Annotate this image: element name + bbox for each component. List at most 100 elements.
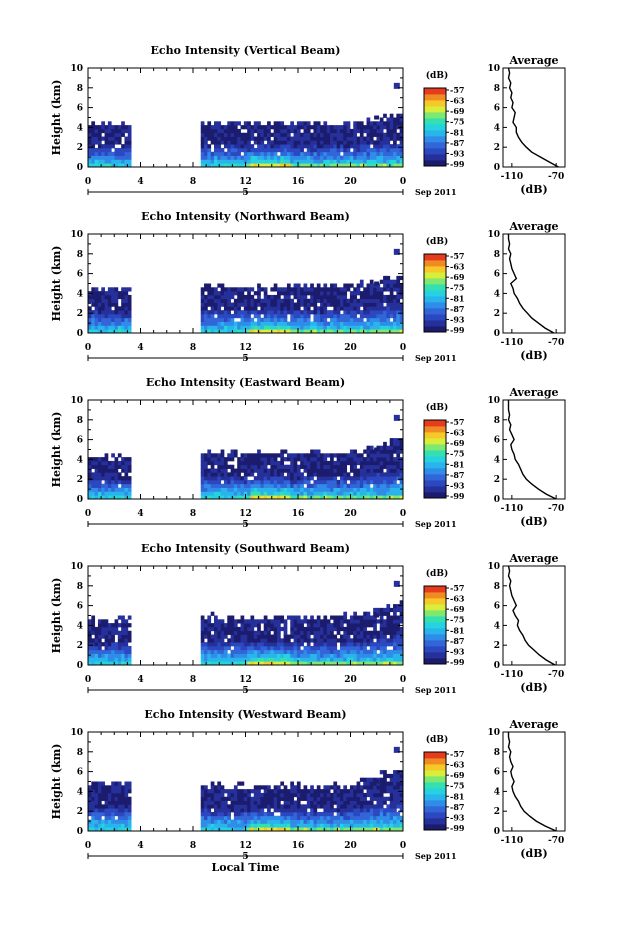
echo-cell [396, 159, 401, 164]
echo-cell [399, 468, 404, 473]
echo-cell [293, 283, 298, 288]
echo-cell [207, 151, 212, 156]
echo-cell [243, 136, 248, 141]
echo-cell [253, 815, 258, 820]
echo-cell [363, 287, 367, 292]
echo-cell [88, 792, 92, 798]
echo-cell [227, 495, 231, 500]
echo-cell [220, 804, 225, 809]
x-tick-label: 16 [292, 177, 305, 187]
echo-cell [303, 785, 308, 790]
echo-cell [310, 819, 314, 824]
echo-cell [349, 495, 354, 500]
echo-cell [313, 128, 318, 134]
echo-cell [94, 291, 99, 296]
echo-cell [247, 313, 251, 319]
echo-cell [313, 653, 318, 658]
echo-cell [127, 468, 132, 473]
echo-cell [379, 819, 384, 824]
echo-cell [379, 611, 384, 616]
echo-cell [349, 163, 354, 168]
echo-cell [200, 155, 205, 160]
echo-cell [306, 491, 311, 496]
echo-cell [121, 306, 125, 311]
echo-cell [260, 128, 265, 134]
echo-cell [94, 808, 99, 813]
echo-cell [263, 476, 268, 481]
echo-cell [373, 151, 377, 156]
echo-cell [257, 453, 261, 458]
echo-cell [91, 476, 96, 481]
echo-cell [107, 287, 112, 292]
echo-cell [233, 287, 238, 292]
echo-cell [253, 155, 258, 160]
echo-cell [207, 468, 212, 473]
echo-cell [340, 653, 344, 658]
echo-cell [280, 827, 285, 832]
echo-cell [306, 789, 311, 794]
echo-cell [306, 792, 311, 798]
echo-cell [333, 634, 338, 639]
y-tick-label: 4 [77, 455, 83, 465]
echo-cell [280, 819, 285, 824]
echo-cell [280, 491, 285, 496]
echo-cell [260, 298, 265, 303]
echo-cell [366, 468, 371, 473]
colorbar-swatch [424, 426, 446, 433]
echo-cell [396, 770, 401, 775]
echo-cell [290, 626, 294, 632]
echo-cell [316, 623, 321, 628]
echo-cell [353, 468, 357, 473]
echo-cell [300, 642, 304, 647]
echo-cell [204, 630, 208, 635]
x-tick-label: 12 [239, 675, 252, 685]
echo-cell [230, 132, 235, 137]
echo-cell [237, 294, 241, 300]
echo-cell [280, 619, 285, 624]
echo-cell [336, 468, 341, 473]
echo-cell [369, 630, 374, 635]
echo-cell [340, 287, 344, 292]
echo-cell [300, 638, 304, 643]
echo-cell [353, 638, 357, 643]
echo-cell [359, 819, 364, 824]
echo-cell [323, 645, 328, 651]
echo-cell [313, 159, 318, 164]
echo-cell [220, 310, 225, 315]
echo-cell [111, 792, 115, 798]
echo-cell [104, 321, 109, 326]
echo-cell [121, 785, 125, 790]
echo-cell [379, 792, 384, 798]
echo-cell [114, 811, 119, 817]
echo-cell [296, 298, 301, 303]
echo-cell [91, 796, 96, 801]
echo-cell [353, 653, 357, 658]
echo-cell [366, 619, 371, 624]
echo-cell [223, 815, 228, 820]
echo-cell [330, 132, 334, 137]
echo-cell [393, 827, 397, 832]
echo-cell [104, 661, 109, 666]
colorbar-tick-label: -87 [450, 138, 464, 148]
echo-cell [349, 785, 354, 790]
echo-cell [117, 163, 122, 168]
echo-cell [114, 804, 119, 809]
echo-cell [366, 827, 371, 832]
echo-cell [366, 811, 371, 817]
echo-cell [363, 460, 367, 466]
echo-cell [323, 615, 328, 620]
echo-cell [349, 623, 354, 628]
echo-cell [243, 310, 248, 315]
echo-cell [107, 630, 112, 635]
echo-cell [333, 495, 338, 500]
echo-cell [310, 827, 314, 832]
echo-cell [207, 163, 212, 168]
echo-cell [383, 611, 387, 616]
echo-cell [353, 479, 357, 485]
echo-cell [200, 649, 205, 654]
echo-cell [343, 796, 348, 801]
echo-cell [316, 291, 321, 296]
echo-cell [343, 317, 348, 322]
echo-cell [376, 317, 381, 322]
echo-cell [124, 815, 129, 820]
